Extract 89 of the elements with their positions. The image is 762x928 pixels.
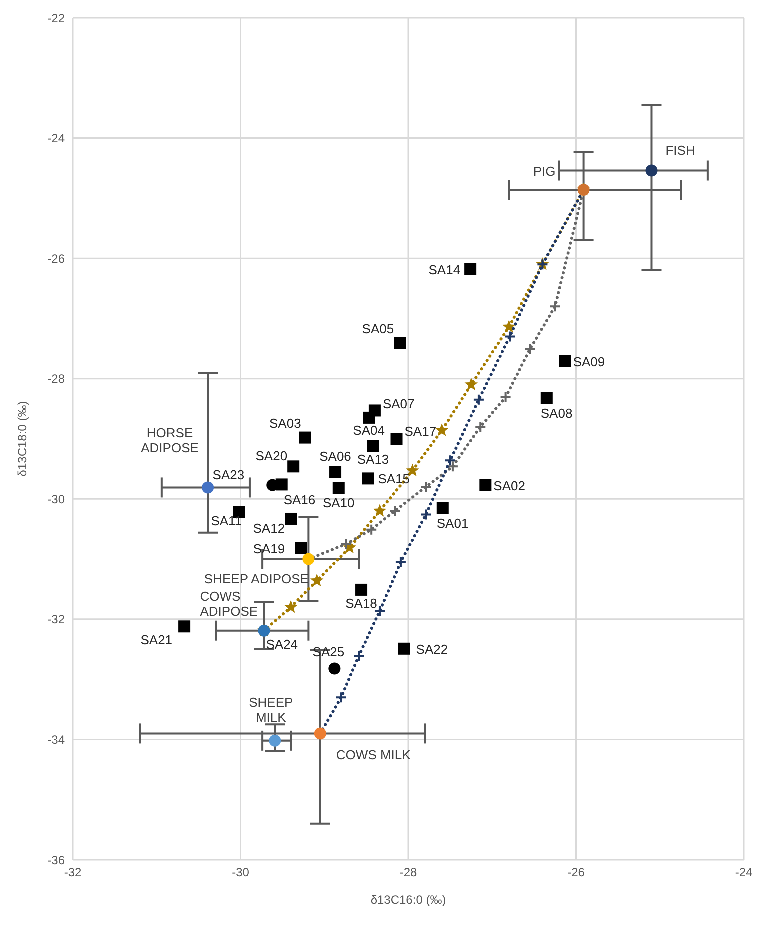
point bbox=[464, 263, 477, 276]
point bbox=[285, 512, 298, 525]
point bbox=[524, 343, 536, 356]
annotation: SA02 bbox=[494, 478, 526, 494]
point bbox=[398, 642, 410, 655]
y-tick-label: -24 bbox=[48, 132, 66, 146]
point bbox=[299, 432, 312, 444]
point bbox=[356, 584, 368, 596]
point bbox=[420, 481, 432, 494]
point bbox=[446, 460, 459, 473]
point bbox=[269, 734, 282, 747]
y-axis-title: δ13C18:0 (‰) bbox=[15, 401, 30, 477]
y-tick-label: -36 bbox=[48, 853, 66, 868]
x-tick-label: -32 bbox=[64, 866, 82, 880]
series-label: PIG bbox=[533, 164, 556, 180]
point bbox=[394, 556, 407, 568]
annotation: SA01 bbox=[436, 516, 469, 532]
y-tick-label: -32 bbox=[48, 612, 66, 627]
point bbox=[390, 433, 403, 445]
text: HORSE ADIPOSE bbox=[141, 426, 200, 456]
annotation: SA13 bbox=[357, 452, 390, 468]
annotation: SA22 bbox=[416, 642, 448, 657]
annotation: SA03 bbox=[270, 416, 302, 431]
annotation: SA07 bbox=[382, 396, 415, 412]
annotation: SA04 bbox=[353, 422, 385, 438]
annotation: SA06 bbox=[320, 449, 352, 464]
point bbox=[330, 466, 342, 478]
point bbox=[474, 420, 487, 433]
x-tick-label: -24 bbox=[735, 866, 753, 880]
point bbox=[540, 392, 553, 404]
point bbox=[332, 482, 345, 494]
y-tick-label: -22 bbox=[48, 11, 66, 26]
annotation: SA12 bbox=[253, 520, 286, 536]
point bbox=[367, 440, 380, 452]
x-tick-label: -26 bbox=[568, 866, 586, 880]
series-label: FISH bbox=[666, 142, 696, 158]
annotation: SA20 bbox=[256, 448, 288, 464]
point bbox=[362, 472, 374, 485]
point bbox=[394, 337, 406, 350]
point bbox=[340, 538, 352, 550]
point bbox=[335, 692, 348, 704]
point bbox=[353, 650, 366, 662]
annotation: SA23 bbox=[212, 467, 245, 482]
x-tick-label: -28 bbox=[400, 866, 418, 880]
point bbox=[420, 508, 432, 521]
point bbox=[435, 424, 449, 436]
point bbox=[373, 504, 387, 517]
point bbox=[504, 330, 516, 343]
point bbox=[502, 320, 516, 333]
point bbox=[310, 574, 324, 587]
annotation: SA18 bbox=[346, 596, 378, 611]
point bbox=[500, 392, 512, 404]
annotation: SA14 bbox=[428, 262, 461, 278]
y-tick-label: -26 bbox=[48, 252, 66, 266]
annotation: SA11 bbox=[211, 513, 242, 528]
x-tick-label: -30 bbox=[232, 866, 250, 880]
point bbox=[444, 454, 456, 467]
point bbox=[559, 355, 572, 368]
y-tick-label: -30 bbox=[48, 492, 66, 506]
point bbox=[472, 394, 485, 406]
annotation: SA17 bbox=[404, 424, 437, 439]
point bbox=[178, 620, 191, 633]
point bbox=[549, 300, 562, 313]
point bbox=[328, 662, 341, 675]
annotation: SA19 bbox=[253, 541, 286, 556]
series-label: COWS ADIPOSE bbox=[200, 588, 258, 619]
annotation: SA05 bbox=[362, 321, 394, 336]
point bbox=[646, 164, 658, 177]
point bbox=[363, 412, 376, 424]
point bbox=[202, 482, 214, 494]
point bbox=[288, 460, 300, 473]
y-tick-label: -28 bbox=[48, 372, 66, 386]
point bbox=[464, 378, 478, 391]
y-tick-label: -34 bbox=[48, 732, 66, 747]
point bbox=[284, 600, 298, 614]
point bbox=[389, 505, 402, 518]
annotation: SA08 bbox=[540, 406, 573, 422]
annotation: SA09 bbox=[573, 354, 606, 370]
annotation: SA10 bbox=[322, 495, 355, 510]
annotation: SA16 bbox=[284, 492, 316, 508]
series-label: COWS MILK bbox=[336, 748, 412, 763]
series-label: SHEEP MILK bbox=[249, 694, 294, 725]
point bbox=[366, 524, 378, 536]
point bbox=[436, 502, 449, 514]
point bbox=[480, 479, 492, 492]
x-axis-title: δ13C16:0 (‰) bbox=[370, 893, 446, 907]
annotation: SA24 bbox=[266, 636, 298, 652]
annotation: SA21 bbox=[140, 632, 173, 648]
point bbox=[295, 542, 308, 554]
